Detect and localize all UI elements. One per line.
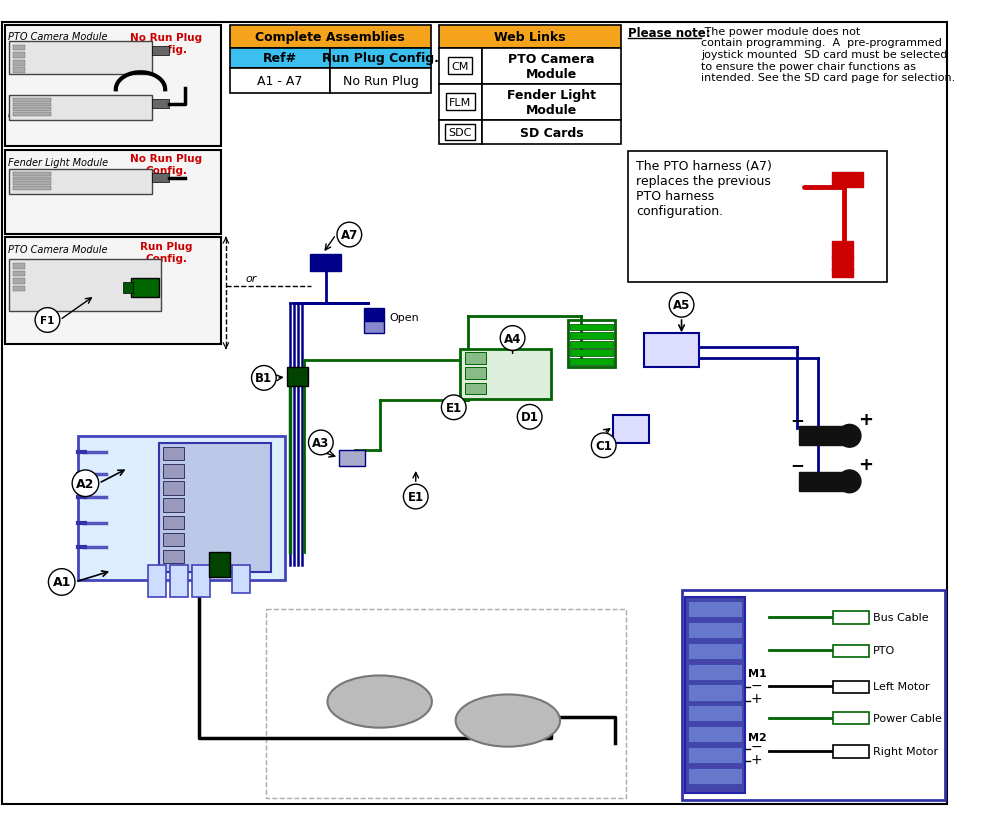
- Bar: [310, 254, 341, 271]
- Bar: [833, 745, 869, 758]
- Text: Complete Assemblies: Complete Assemblies: [255, 31, 405, 44]
- Text: Fender Light Module: Fender Light Module: [8, 157, 108, 168]
- Ellipse shape: [456, 695, 560, 747]
- Bar: [460, 350, 551, 399]
- Bar: [13, 178, 51, 181]
- Bar: [152, 100, 169, 109]
- Bar: [439, 26, 621, 49]
- Bar: [163, 482, 184, 495]
- Bar: [439, 84, 482, 121]
- Text: SD Cards: SD Cards: [520, 127, 583, 140]
- Bar: [287, 368, 308, 387]
- Bar: [570, 350, 613, 356]
- Bar: [230, 69, 330, 94]
- Text: A1: A1: [53, 576, 71, 589]
- Bar: [148, 565, 166, 597]
- Text: Left Motor: Left Motor: [873, 681, 930, 691]
- Text: +: +: [751, 752, 762, 766]
- Text: No Run Plug
Config.: No Run Plug Config.: [130, 33, 202, 55]
- Bar: [465, 383, 486, 394]
- Bar: [230, 26, 431, 49]
- Text: Right Motor: Right Motor: [873, 746, 938, 756]
- Bar: [152, 174, 169, 183]
- Bar: [13, 53, 25, 59]
- Bar: [832, 173, 863, 188]
- Bar: [688, 664, 742, 680]
- Text: Ref#: Ref#: [263, 52, 297, 65]
- Circle shape: [308, 431, 333, 455]
- Text: Run Plug
Config.: Run Plug Config.: [140, 242, 192, 264]
- Bar: [13, 279, 25, 284]
- Bar: [163, 447, 184, 461]
- Text: Open: Open: [389, 313, 419, 323]
- Bar: [799, 427, 845, 446]
- Text: A5: A5: [673, 299, 690, 312]
- Circle shape: [72, 471, 99, 497]
- Circle shape: [252, 366, 276, 390]
- Bar: [330, 69, 431, 94]
- Text: The PTO harness (A7)
replaces the previous
PTO harness
configuration.: The PTO harness (A7) replaces the previo…: [636, 160, 772, 218]
- Text: PTO Camera
Module: PTO Camera Module: [508, 53, 595, 80]
- Bar: [5, 238, 221, 344]
- Text: FLM: FLM: [449, 98, 471, 108]
- Bar: [152, 46, 169, 56]
- Bar: [364, 308, 384, 322]
- Bar: [833, 712, 869, 724]
- Bar: [439, 49, 482, 84]
- Text: Run Plug Config.: Run Plug Config.: [322, 52, 439, 65]
- Circle shape: [441, 395, 466, 420]
- Text: No Run Plug: No Run Plug: [343, 75, 419, 88]
- Bar: [170, 565, 188, 597]
- Text: Fender Light Module: Fender Light Module: [8, 109, 108, 119]
- Bar: [439, 121, 482, 146]
- Text: M1: M1: [748, 668, 767, 678]
- Text: −: −: [751, 677, 762, 691]
- Bar: [13, 187, 51, 191]
- Text: +: +: [858, 456, 873, 474]
- Text: A2: A2: [76, 477, 95, 490]
- Bar: [688, 601, 742, 617]
- Text: E1: E1: [408, 490, 424, 504]
- Text: Bus Cable: Bus Cable: [873, 612, 929, 623]
- Bar: [123, 283, 133, 294]
- Bar: [192, 565, 210, 597]
- Bar: [832, 242, 853, 259]
- Bar: [688, 685, 742, 700]
- Bar: [230, 49, 330, 69]
- Bar: [465, 368, 486, 380]
- Bar: [482, 84, 621, 121]
- Bar: [688, 726, 742, 743]
- Text: or: or: [246, 274, 257, 284]
- Text: Power Cable: Power Cable: [873, 713, 942, 723]
- Bar: [13, 103, 51, 108]
- Bar: [833, 645, 869, 657]
- Bar: [688, 643, 742, 659]
- Circle shape: [500, 327, 525, 351]
- Bar: [5, 26, 221, 147]
- Text: +: +: [858, 410, 873, 428]
- Bar: [613, 415, 649, 444]
- Text: A1 - A7: A1 - A7: [257, 75, 303, 88]
- Text: A7: A7: [341, 229, 358, 241]
- Text: M2: M2: [748, 732, 767, 742]
- Text: PTO Camera Module: PTO Camera Module: [8, 245, 107, 255]
- Bar: [13, 61, 25, 66]
- Bar: [330, 49, 431, 69]
- Bar: [13, 113, 51, 117]
- Text: Web Links: Web Links: [494, 31, 565, 44]
- Bar: [339, 451, 365, 466]
- Bar: [163, 550, 184, 563]
- Text: A3: A3: [312, 437, 329, 449]
- Text: Fender Light
Module: Fender Light Module: [507, 88, 596, 117]
- Bar: [163, 533, 184, 546]
- Text: +: +: [751, 691, 762, 705]
- Text: −: −: [751, 739, 762, 753]
- Text: SDC: SDC: [449, 128, 472, 138]
- Bar: [9, 260, 161, 312]
- Bar: [688, 768, 742, 784]
- Bar: [688, 622, 742, 638]
- Bar: [163, 516, 184, 529]
- Bar: [644, 334, 699, 368]
- Bar: [628, 152, 887, 283]
- Bar: [13, 286, 25, 292]
